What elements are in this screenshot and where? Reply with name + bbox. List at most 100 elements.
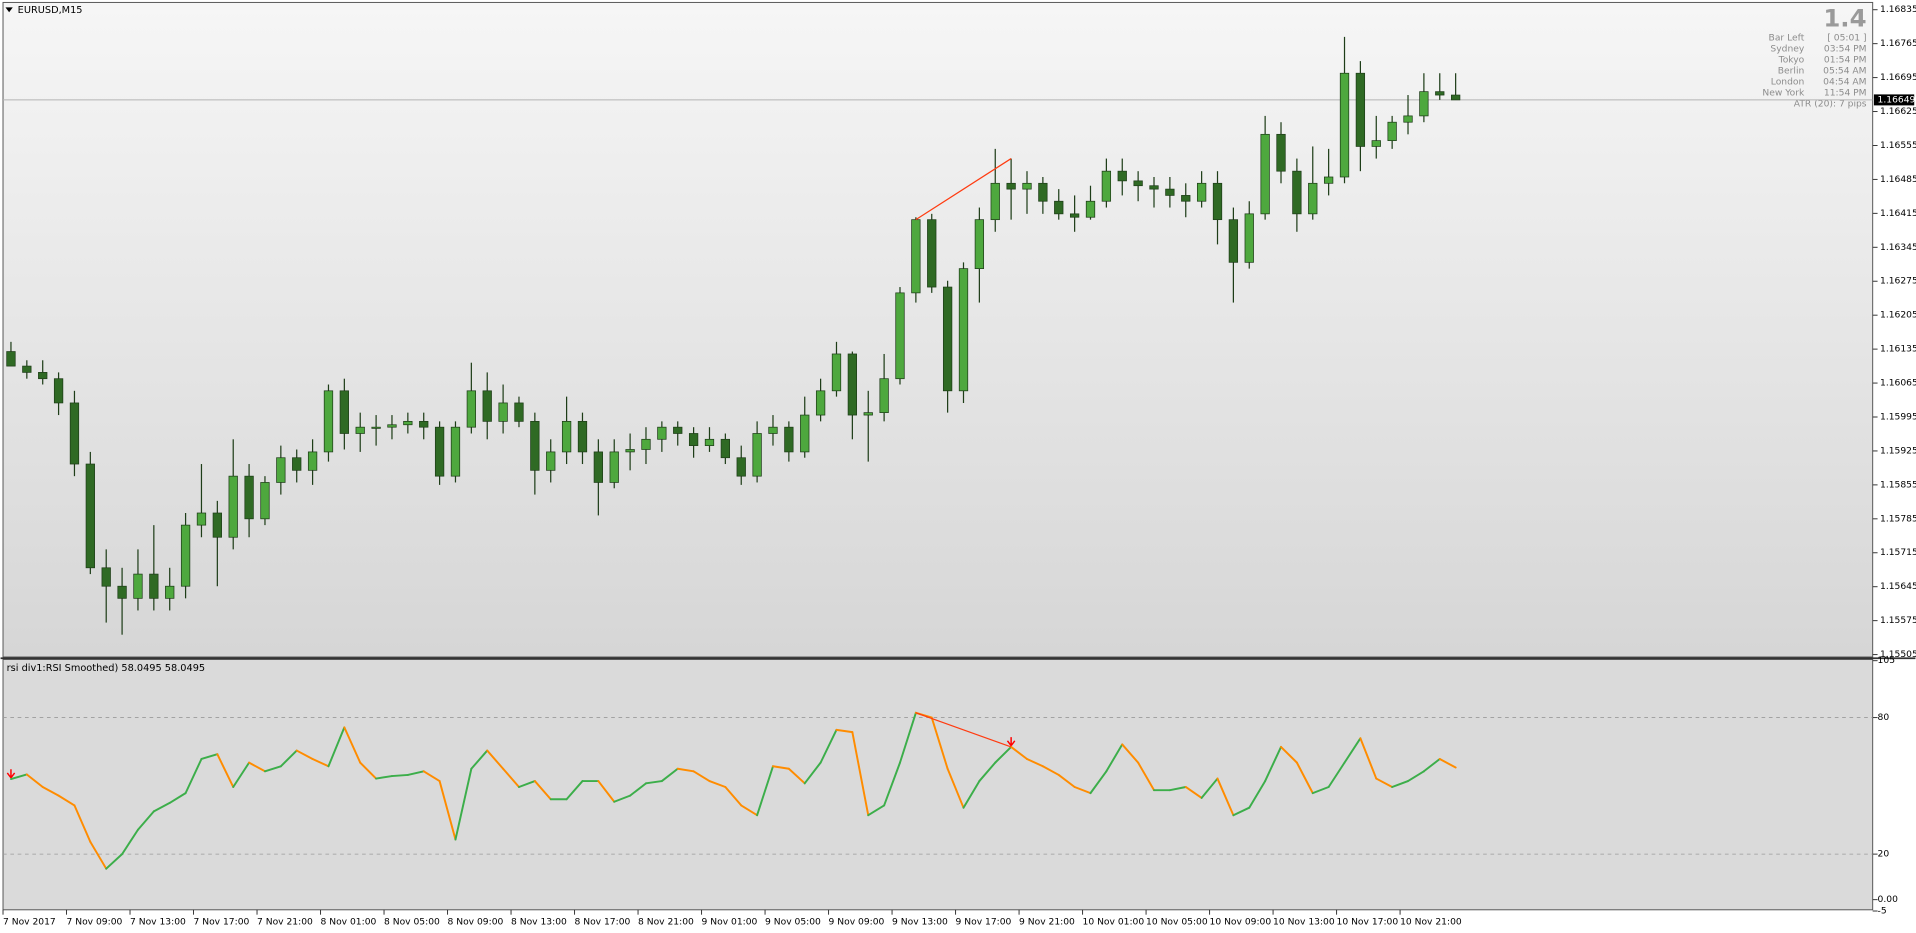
candle-body <box>1308 182 1318 215</box>
info-value: 05:54 AM <box>1823 66 1866 76</box>
rsi-segment <box>295 749 314 760</box>
rsi-segment <box>835 728 854 734</box>
rsi-segment <box>57 794 76 807</box>
candle-body <box>1292 170 1302 215</box>
rsi-segment <box>184 758 203 795</box>
rsi-segment <box>1438 758 1457 769</box>
candle-body <box>1133 180 1143 187</box>
rsi-segment <box>645 780 663 785</box>
rsi-segment <box>1407 770 1425 783</box>
rsi-segment <box>803 761 822 785</box>
candle-body <box>1212 182 1223 221</box>
candle-body <box>577 420 588 453</box>
info-value: 01:54 PM <box>1824 55 1867 65</box>
candle-body <box>1276 133 1286 172</box>
rsi-segment <box>819 728 838 764</box>
y-tick-label: 1.16835 <box>1880 5 1916 15</box>
info-label: New York <box>1762 88 1805 98</box>
rsi-segment <box>724 786 743 807</box>
candle-body <box>720 438 731 459</box>
rsi-segment <box>486 749 505 770</box>
x-tick-label: 10 Nov 17:00 <box>1337 918 1399 928</box>
candle-body <box>53 378 64 404</box>
rsi-segment <box>851 731 870 817</box>
candle-body <box>1149 185 1159 190</box>
indicator-panel <box>2 658 1874 911</box>
candle-body <box>1339 72 1350 178</box>
rsi-segment <box>1343 737 1362 764</box>
x-tick-label: 10 Nov 21:00 <box>1400 918 1462 928</box>
rsi-segment <box>438 780 457 841</box>
rsi-segment <box>1311 786 1330 795</box>
rsi-segment <box>279 749 298 768</box>
candle-body <box>482 390 492 422</box>
rsi-segment <box>692 770 711 783</box>
y-tick-label: 1.15995 <box>1880 413 1916 423</box>
y-tick-label: 1.16135 <box>1880 345 1916 355</box>
rsi-segment <box>708 780 727 788</box>
rsi-segment <box>772 765 790 770</box>
candle-body <box>450 426 461 477</box>
rsi-segment <box>152 801 171 813</box>
candle-body <box>69 402 80 465</box>
info-value: 11:54 PM <box>1824 88 1867 98</box>
candle-body <box>958 268 969 392</box>
y-tick-label: 1.15575 <box>1880 616 1916 626</box>
candle-body <box>1101 170 1112 202</box>
y-tick-label: 1.16275 <box>1880 277 1916 287</box>
rsi-segment <box>1010 745 1028 760</box>
x-tick-label: 7 Nov 17:00 <box>194 918 250 928</box>
candle-body <box>736 457 746 477</box>
rsi-segment <box>1041 765 1060 776</box>
candle-body <box>434 426 445 477</box>
trendline <box>915 158 1012 221</box>
rsi-segment <box>1327 761 1346 788</box>
candle-body <box>593 451 603 483</box>
main-panel <box>2 1 1874 658</box>
candle-body <box>276 457 286 483</box>
candle-body <box>673 426 683 434</box>
y-tick-label: 80 <box>1878 713 1890 723</box>
rsi-segment <box>994 745 1013 764</box>
rsi-segment <box>1184 786 1203 799</box>
rsi-segment <box>1248 780 1267 809</box>
rsi-segment <box>613 794 632 803</box>
rsi-segment <box>1232 806 1251 817</box>
rsi-segment <box>533 780 552 801</box>
menu-arrow[interactable] <box>5 7 13 13</box>
y-tick-label: 1.16065 <box>1880 379 1916 389</box>
candle-body <box>1228 219 1239 263</box>
spread: 1.4 <box>1823 4 1866 33</box>
candle-body <box>990 182 1000 221</box>
rsi-segment <box>1264 745 1282 783</box>
rsi-segment <box>1137 761 1155 792</box>
current-price-box <box>1873 94 1915 106</box>
candle-body <box>1244 213 1254 263</box>
info-value: 04:54 AM <box>1823 77 1866 87</box>
candle-body <box>149 573 159 599</box>
rsi-segment <box>502 767 520 788</box>
rsi-segment <box>629 782 647 797</box>
info-value: 03:54 PM <box>1824 44 1867 54</box>
candle-body <box>466 390 476 428</box>
candle-body <box>6 351 16 367</box>
rsi-segment <box>232 761 251 788</box>
candle-body <box>1387 121 1397 141</box>
candle-body <box>339 390 349 434</box>
candle-body <box>1196 182 1207 202</box>
candle-body <box>1403 115 1413 123</box>
candle-body <box>1371 140 1381 147</box>
rsi-segment <box>263 765 282 773</box>
y-tick-label: 1.16555 <box>1880 141 1916 151</box>
x-tick-label: 8 Nov 17:00 <box>575 918 631 928</box>
rsi-segment <box>168 792 187 804</box>
candle-body <box>244 475 254 520</box>
candle-body <box>419 420 429 428</box>
rsi-segment <box>660 767 679 783</box>
candle-body <box>752 433 762 477</box>
candle-body <box>546 451 556 471</box>
candle-body <box>101 567 111 587</box>
candle-body <box>847 353 858 416</box>
y-tick-label: 1.15645 <box>1880 582 1916 592</box>
